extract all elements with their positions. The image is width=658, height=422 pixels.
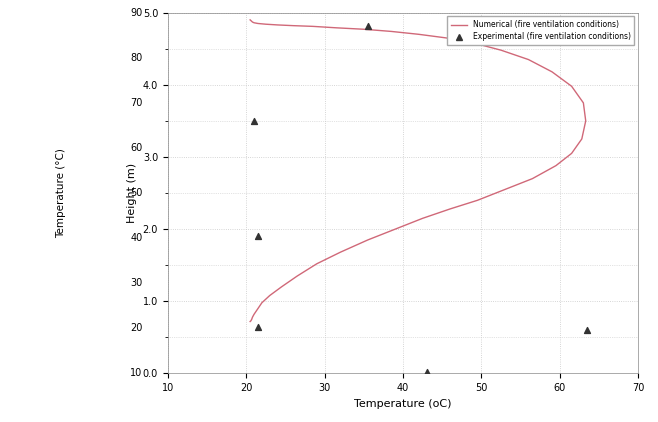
Point [363,22,373,29]
Text: 50: 50 [130,188,143,198]
Point [421,369,432,376]
Point [249,117,259,124]
Text: 70: 70 [130,98,143,108]
Text: 40: 40 [130,233,143,243]
Text: 30: 30 [130,278,143,288]
Point [253,233,263,240]
Y-axis label: Height (m): Height (m) [127,163,137,223]
Text: 20: 20 [130,323,143,333]
Legend: Numerical (fire ventilation conditions), Experimental (fire ventilation conditio: Numerical (fire ventilation conditions),… [447,16,634,45]
Text: 10: 10 [130,368,143,379]
X-axis label: Temperature (oC): Temperature (oC) [354,399,452,409]
Text: 80: 80 [130,53,143,63]
Point [253,323,263,330]
Point [582,327,593,333]
Text: Temperature (°C): Temperature (°C) [56,148,66,238]
Text: 60: 60 [130,143,143,153]
Text: 90: 90 [130,8,143,18]
